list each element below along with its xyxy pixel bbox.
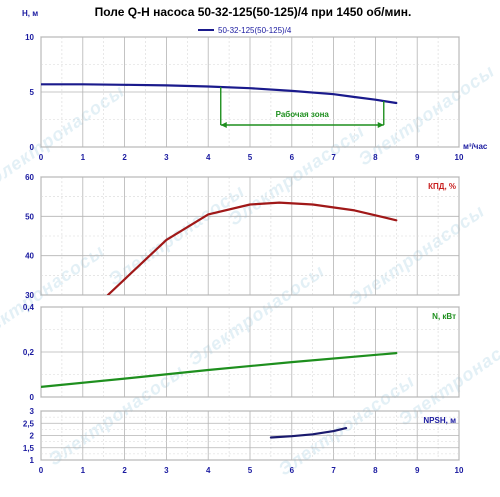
x-tick-label: 9 xyxy=(415,153,420,162)
x-tick-label: 3 xyxy=(164,153,169,162)
panel-power: 0 0,2 0,4 N, кВт xyxy=(23,303,460,402)
y-tick-label: 0 xyxy=(30,143,35,152)
x-axis-label: м³/час xyxy=(463,142,488,151)
x-tick-label: 2 xyxy=(122,153,127,162)
y-tick-label: 60 xyxy=(25,173,34,182)
y-tick-label: 2 xyxy=(30,432,35,441)
x-tick-label: 1 xyxy=(81,153,86,162)
watermark-text: Электронасосы xyxy=(105,181,249,290)
y-tick-label: 5 xyxy=(30,88,35,97)
x-tick-label: 6 xyxy=(290,466,295,475)
watermark-text: Электронасосы xyxy=(225,121,369,230)
y-tick-label: 50 xyxy=(25,212,34,221)
y-tick-label: 2,5 xyxy=(23,419,35,428)
series-line-power xyxy=(41,352,398,388)
x-tick-label: 8 xyxy=(373,153,378,162)
x-tick-label: 8 xyxy=(373,466,378,475)
series-line-eff xyxy=(106,201,398,295)
panel-eff: 30 40 50 60 КПД, % xyxy=(25,173,460,300)
y-tick-label: 10 xyxy=(25,33,34,42)
watermark-text: Электронасосы xyxy=(0,81,128,190)
y-tick-label: 3 xyxy=(30,407,35,416)
x-tick-label: 6 xyxy=(290,153,295,162)
y-tick-label: 1,5 xyxy=(23,444,35,453)
y-tick-label: 1 xyxy=(30,456,35,465)
x-tick-label: 0 xyxy=(39,153,44,162)
y-tick-label: 0,4 xyxy=(23,303,35,312)
y-tick-label: 0,2 xyxy=(23,348,35,357)
series-line-qh xyxy=(41,83,398,105)
y-axis-label: H, м xyxy=(22,9,38,18)
x-tick-label: 7 xyxy=(331,466,336,475)
y-tick-label: 40 xyxy=(25,252,34,261)
watermark-text: Электронасосы xyxy=(395,321,500,430)
watermark-text: Электронасосы xyxy=(45,361,189,470)
x-tick-label: 1 xyxy=(81,466,86,475)
x-tick-label: 10 xyxy=(455,153,464,162)
chart-title: Поле Q-H насоса 50-32-125(50-125)/4 при … xyxy=(95,5,412,19)
zone-arrowhead-left xyxy=(220,122,227,128)
legend-label: 50-32-125(50-125)/4 xyxy=(218,26,292,35)
watermark-text: Электронасосы xyxy=(275,371,419,480)
x-tick-label: 7 xyxy=(331,153,336,162)
x-tick-label: 9 xyxy=(415,466,420,475)
watermark-text: Электронасосы xyxy=(185,261,329,370)
panel-label-npsh: NPSH, м xyxy=(423,416,456,425)
x-tick-label: 0 xyxy=(39,466,44,475)
x-tick-label: 5 xyxy=(248,153,253,162)
panel-qh: 0 5 10 0 1 2 3 4 5 6 7 8 9 10 H, м м³/час 50-32-125(50-1… xyxy=(22,9,488,162)
x-tick-label: 5 xyxy=(248,466,253,475)
x-tick-label: 4 xyxy=(206,153,211,162)
x-tick-label: 3 xyxy=(164,466,169,475)
x-tick-label: 2 xyxy=(122,466,127,475)
x-tick-label: 4 xyxy=(206,466,211,475)
watermark-text: Электронасосы xyxy=(345,201,489,310)
y-tick-label: 0 xyxy=(30,393,35,402)
panel-label-power: N, кВт xyxy=(432,312,456,321)
panel-label-eff: КПД, % xyxy=(428,182,456,191)
x-tick-label: 10 xyxy=(455,466,464,475)
series-line-npsh xyxy=(269,427,348,439)
zone-label: Рабочая зона xyxy=(276,110,330,119)
zone-arrowhead-right xyxy=(377,122,384,128)
y-tick-label: 30 xyxy=(25,291,34,300)
